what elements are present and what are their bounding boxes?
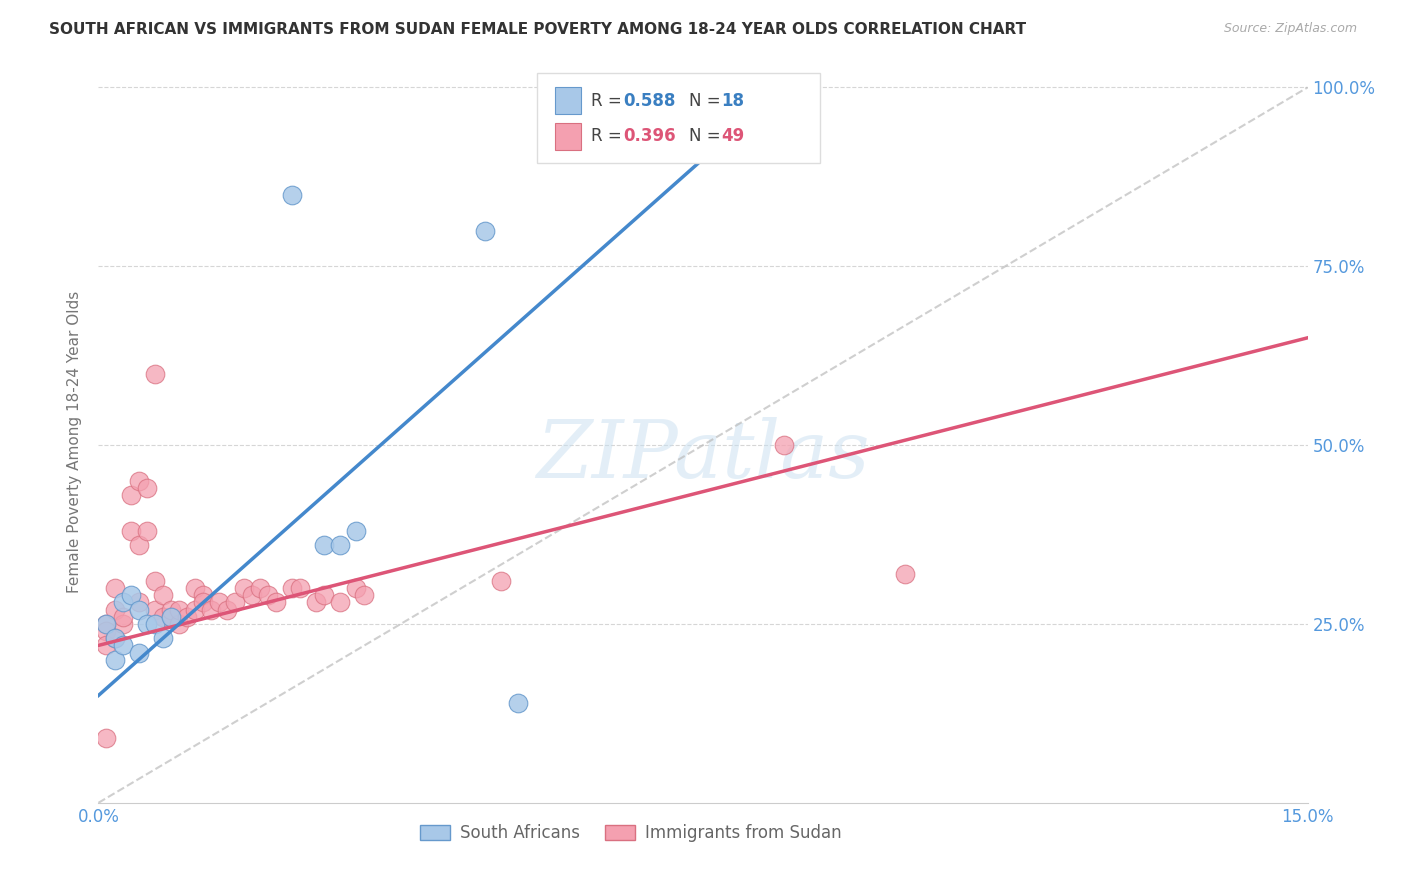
Point bbox=[152, 632, 174, 646]
Point bbox=[288, 581, 311, 595]
Point bbox=[256, 588, 278, 602]
Point bbox=[200, 602, 222, 616]
Point bbox=[281, 187, 304, 202]
Text: Source: ZipAtlas.com: Source: ZipAtlas.com bbox=[1223, 22, 1357, 36]
Point bbox=[167, 602, 190, 616]
Point bbox=[96, 617, 118, 632]
Point bbox=[120, 588, 142, 602]
Point bbox=[160, 602, 183, 616]
Point bbox=[103, 653, 125, 667]
Point bbox=[135, 524, 157, 538]
Point bbox=[128, 538, 150, 552]
Text: ZIPatlas: ZIPatlas bbox=[536, 417, 870, 495]
Point bbox=[120, 524, 142, 538]
Point bbox=[143, 602, 166, 616]
Point bbox=[128, 602, 150, 616]
Point bbox=[103, 632, 125, 646]
Point bbox=[152, 609, 174, 624]
Point bbox=[152, 588, 174, 602]
Point bbox=[281, 581, 304, 595]
Point bbox=[249, 581, 271, 595]
Text: N =: N = bbox=[689, 128, 725, 145]
Text: N =: N = bbox=[689, 92, 725, 110]
Point bbox=[305, 595, 328, 609]
Y-axis label: Female Poverty Among 18-24 Year Olds: Female Poverty Among 18-24 Year Olds bbox=[66, 291, 82, 592]
Point bbox=[329, 595, 352, 609]
Legend: South Africans, Immigrants from Sudan: South Africans, Immigrants from Sudan bbox=[413, 817, 848, 848]
Point bbox=[772, 438, 794, 452]
Point bbox=[176, 609, 198, 624]
Point bbox=[491, 574, 513, 588]
Point bbox=[111, 609, 134, 624]
Point bbox=[96, 639, 118, 653]
Text: 0.588: 0.588 bbox=[623, 92, 675, 110]
Point bbox=[240, 588, 263, 602]
Point bbox=[344, 524, 367, 538]
Point bbox=[111, 595, 134, 609]
Point bbox=[314, 588, 336, 602]
Text: 0.396: 0.396 bbox=[623, 128, 675, 145]
Text: R =: R = bbox=[591, 128, 627, 145]
Point bbox=[143, 574, 166, 588]
Point bbox=[96, 731, 118, 746]
Point bbox=[143, 367, 166, 381]
Point bbox=[135, 617, 157, 632]
Point bbox=[353, 588, 375, 602]
Point bbox=[160, 609, 183, 624]
Point bbox=[143, 617, 166, 632]
Point bbox=[893, 566, 915, 581]
Point bbox=[111, 639, 134, 653]
Point bbox=[506, 696, 529, 710]
Point bbox=[193, 595, 215, 609]
Point bbox=[217, 602, 239, 616]
Point bbox=[103, 602, 125, 616]
Point bbox=[184, 581, 207, 595]
Point bbox=[103, 581, 125, 595]
Point bbox=[128, 646, 150, 660]
Point bbox=[111, 617, 134, 632]
Point bbox=[160, 609, 183, 624]
Point bbox=[135, 481, 157, 495]
Text: R =: R = bbox=[591, 92, 627, 110]
Point bbox=[128, 595, 150, 609]
Point bbox=[167, 617, 190, 632]
Point bbox=[232, 581, 254, 595]
Point bbox=[314, 538, 336, 552]
Text: 49: 49 bbox=[721, 128, 745, 145]
Point bbox=[96, 617, 118, 632]
Text: SOUTH AFRICAN VS IMMIGRANTS FROM SUDAN FEMALE POVERTY AMONG 18-24 YEAR OLDS CORR: SOUTH AFRICAN VS IMMIGRANTS FROM SUDAN F… bbox=[49, 22, 1026, 37]
Point bbox=[193, 588, 215, 602]
Point bbox=[264, 595, 287, 609]
Point bbox=[103, 632, 125, 646]
Point bbox=[224, 595, 246, 609]
Point bbox=[344, 581, 367, 595]
Text: 18: 18 bbox=[721, 92, 744, 110]
Point bbox=[120, 488, 142, 502]
Point bbox=[128, 474, 150, 488]
Point bbox=[96, 624, 118, 639]
Point bbox=[474, 223, 496, 237]
Point bbox=[208, 595, 231, 609]
Point bbox=[329, 538, 352, 552]
Point bbox=[184, 602, 207, 616]
